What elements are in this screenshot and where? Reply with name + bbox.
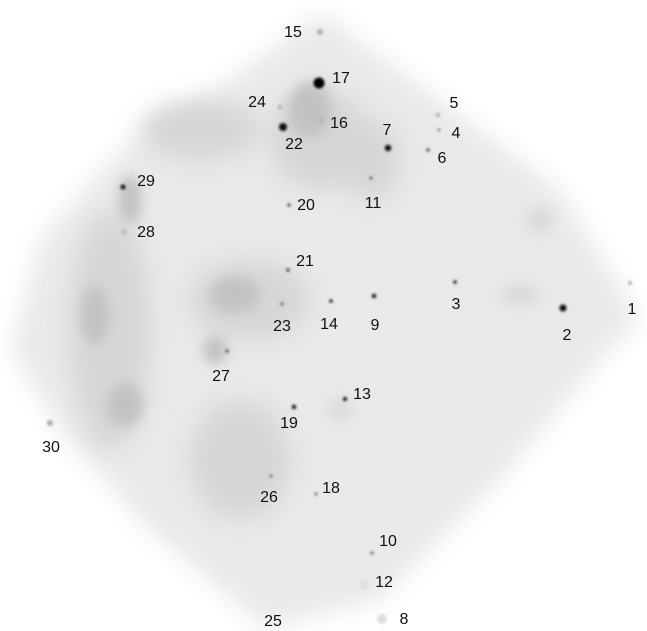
source-label: 16 [330, 115, 348, 132]
source-dot [372, 294, 376, 298]
source-label: 27 [212, 368, 230, 385]
source-label: 20 [297, 197, 315, 214]
source-label: 30 [42, 439, 60, 456]
source-dot [560, 305, 567, 312]
source-label: 12 [375, 574, 393, 591]
source-label: 3 [452, 296, 461, 313]
source-dot [438, 129, 441, 132]
source-dot [279, 123, 287, 131]
source-label: 10 [379, 533, 397, 550]
source-dot [385, 145, 391, 151]
source-dot [317, 29, 323, 35]
source-dot [314, 78, 325, 89]
source-label: 9 [371, 317, 380, 334]
source-dot [628, 281, 632, 285]
source-dot [370, 177, 373, 180]
source-dot [225, 349, 228, 352]
source-label: 23 [273, 318, 291, 335]
source-label: 8 [400, 611, 409, 628]
source-label: 11 [365, 195, 382, 212]
source-dot [359, 580, 369, 590]
source-dot [377, 614, 387, 624]
source-label: 4 [452, 125, 461, 142]
source-label: 29 [137, 173, 155, 190]
source-dot [292, 405, 296, 409]
source-dot [269, 474, 272, 477]
source-dot [121, 229, 127, 235]
source-label: 7 [383, 122, 392, 139]
source-dot [343, 397, 347, 401]
source-label: 5 [450, 95, 459, 112]
source-label: 2 [563, 327, 572, 344]
source-dot [286, 268, 290, 272]
source-dot [329, 299, 333, 303]
source-dot [436, 113, 441, 118]
source-label: 26 [260, 489, 278, 506]
source-label: 6 [438, 150, 447, 167]
source-label: 22 [285, 136, 303, 153]
source-dot [47, 420, 53, 426]
source-label: 17 [332, 70, 350, 87]
source-dot [121, 185, 126, 190]
source-label: 14 [320, 316, 338, 333]
source-dot [278, 105, 282, 109]
source-dot [426, 148, 430, 152]
source-label: 19 [280, 415, 298, 432]
source-label: 21 [296, 253, 314, 270]
source-label: 13 [353, 386, 371, 403]
source-label: 28 [137, 224, 155, 241]
source-label: 1 [628, 301, 637, 318]
source-label: 24 [248, 94, 266, 111]
sky-image: 1234567891011121314151617181920212223242… [0, 0, 647, 631]
source-dot [319, 118, 323, 122]
source-dot [287, 203, 291, 207]
source-label: 18 [322, 480, 340, 497]
source-label: 15 [284, 24, 302, 41]
source-dot [314, 492, 317, 495]
source-dot [370, 551, 374, 555]
source-dot [453, 280, 457, 284]
source-dot [280, 302, 283, 305]
source-label: 25 [264, 613, 282, 630]
